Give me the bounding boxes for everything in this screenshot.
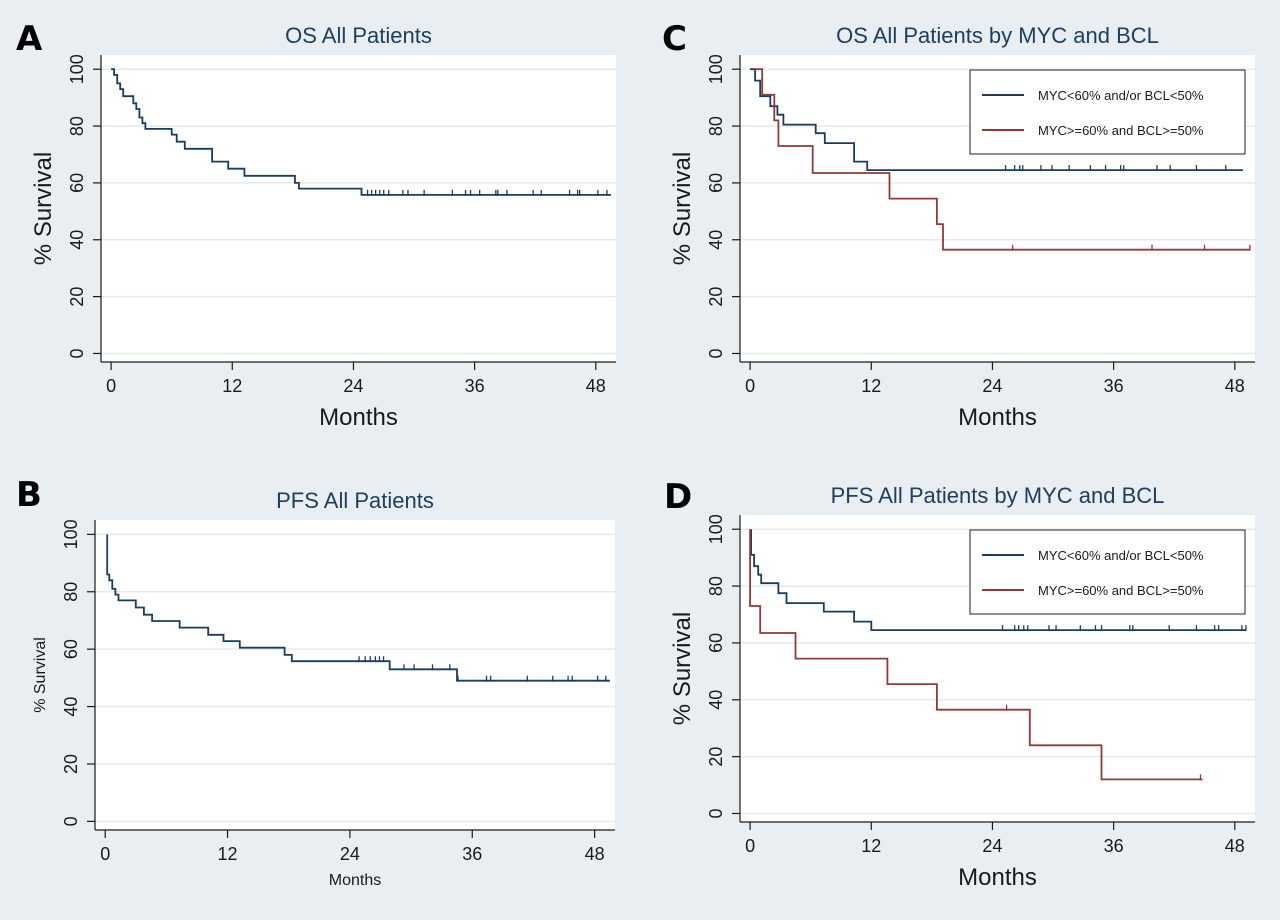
x-axis-label: Months [319,404,398,431]
x-tick-label: 48 [586,376,606,396]
y-tick-label: 20 [61,754,81,774]
x-tick-label: 36 [1104,836,1124,856]
y-tick-label: 0 [706,808,726,818]
x-tick-label: 36 [462,844,482,864]
chart-title: OS All Patients by MYC and BCL [836,23,1159,48]
panel-c-chart: 0 20 40 60 80 100 0 12 24 36 48 OS All Patients by … [640,0,1280,460]
panel-a-chart: 0 20 40 60 80 100 0 12 24 36 48 OS All Patients Mont… [0,0,640,460]
survival-curve-1 [750,529,1246,632]
y-tick-label: 100 [706,514,726,544]
panel-c-os-by-myc-bcl: 0 20 40 60 80 100 0 12 24 36 48 OS All Patients by … [640,0,1280,460]
chart-title: OS All Patients [285,23,432,48]
panel-a-os-all-patients: 0 20 40 60 80 100 0 12 24 36 48 OS All Patients Mont… [0,0,640,460]
panel-letter-d: D [664,477,693,517]
y-tick-label: 60 [706,173,726,193]
y-tick-label: 40 [706,230,726,250]
y-axis-label: % Survival [32,637,49,713]
x-tick-label: 0 [745,376,755,396]
y-tick-label: 40 [67,230,87,250]
y-tick-label: 20 [706,287,726,307]
x-tick-label: 12 [861,836,881,856]
legend-entry-1: MYC<60% and/or BCL<50% [1038,88,1204,103]
y-tick-label: 60 [61,639,81,659]
y-tick-label: 20 [706,747,726,767]
x-tick-label: 48 [585,844,605,864]
legend-box [969,529,1246,615]
x-tick-label: 12 [861,376,881,396]
y-tick-label: 60 [706,633,726,653]
panel-b-pfs-all-patients: 0 20 40 60 80 100 0 12 24 36 48 PFS All Patients Mon… [0,460,640,920]
survival-curve-1 [106,534,610,682]
legend-entry-2: MYC>=60% and BCL>=50% [1038,123,1204,138]
panel-d-pfs-by-myc-bcl: 0 20 40 60 80 100 0 12 24 36 48 PFS All Patients by… [640,460,1280,920]
panel-d-chart: 0 20 40 60 80 100 0 12 24 36 48 PFS All Patients by… [640,460,1280,920]
y-tick-label: 80 [706,576,726,596]
survival-curve-2 [753,68,1250,251]
x-tick-label: 24 [340,844,360,864]
survival-curve-2 [749,529,1203,781]
survival-curve-1 [750,68,1243,172]
y-tick-label: 100 [67,54,87,84]
x-tick-label: 36 [465,376,485,396]
y-tick-label: 100 [61,519,81,549]
y-tick-label: 0 [61,816,81,826]
y-tick-label: 80 [67,116,87,136]
panel-letter-b: B [16,475,42,515]
y-tick-label: 0 [67,348,87,358]
x-axis-label: Months [958,404,1037,431]
panel-letter-a: A [16,19,43,59]
x-tick-label: 24 [982,376,1002,396]
y-axis-label: % Survival [30,152,57,265]
panel-b-chart: 0 20 40 60 80 100 0 12 24 36 48 PFS All Patients Mon… [0,460,640,920]
x-axis-label: Months [958,864,1037,891]
chart-title: PFS All Patients by MYC and BCL [831,483,1165,508]
x-tick-label: 12 [218,844,238,864]
x-tick-label: 12 [222,376,242,396]
y-tick-label: 100 [706,54,726,84]
x-tick-label: 0 [745,836,755,856]
plot-area [95,520,615,830]
chart-title: PFS All Patients [276,488,434,513]
legend-entry-2: MYC>=60% and BCL>=50% [1038,583,1204,598]
legend-box [969,69,1246,155]
y-tick-label: 40 [706,690,726,710]
x-tick-label: 48 [1225,376,1245,396]
y-tick-label: 60 [67,173,87,193]
panel-letter-c: C [662,19,687,59]
x-tick-label: 24 [343,376,363,396]
x-tick-label: 48 [1225,836,1245,856]
x-tick-label: 0 [100,844,110,864]
y-axis-label: % Survival [669,152,696,265]
y-tick-label: 20 [67,287,87,307]
y-tick-label: 80 [61,582,81,602]
plot-area [101,55,616,362]
survival-curve-1 [111,68,611,196]
x-tick-label: 36 [1104,376,1124,396]
y-tick-label: 0 [706,348,726,358]
y-tick-label: 80 [706,116,726,136]
legend-entry-1: MYC<60% and/or BCL<50% [1038,548,1204,563]
x-axis-label: Months [329,872,381,889]
y-tick-label: 40 [61,697,81,717]
x-tick-label: 24 [982,836,1002,856]
y-axis-label: % Survival [669,612,696,725]
x-tick-label: 0 [106,376,116,396]
